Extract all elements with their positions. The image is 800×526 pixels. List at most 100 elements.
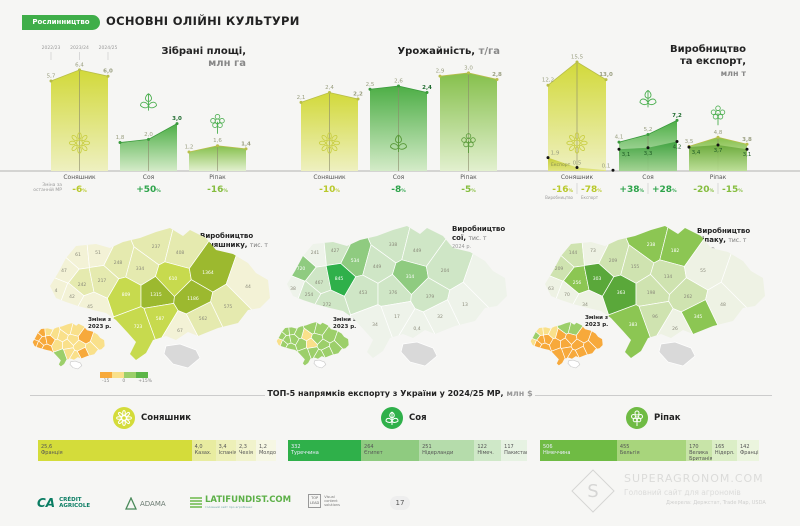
latifundist-flag-icon bbox=[190, 497, 202, 508]
region-value: 209 bbox=[609, 258, 618, 264]
logo-text: CRÉDIT bbox=[59, 497, 82, 503]
export-country: Німеччина bbox=[543, 450, 571, 456]
value-label: 5,2 bbox=[644, 127, 653, 133]
t: Виробництво bbox=[697, 227, 751, 235]
export-value-label: 3,1 bbox=[622, 152, 631, 158]
region-value: 449 bbox=[373, 264, 382, 270]
region-value: 51 bbox=[95, 250, 101, 256]
export-title: ТОП-5 напрямків експорту з України у 202… bbox=[265, 389, 535, 398]
export-change-value: +28% bbox=[652, 185, 677, 195]
export-value: 4,0 bbox=[194, 444, 203, 450]
change-number: -15 bbox=[722, 185, 738, 195]
region-value: 0,4 bbox=[413, 326, 420, 332]
export-value: 251 bbox=[422, 444, 432, 450]
region-value: 379 bbox=[426, 294, 435, 300]
export-country: Туреччина bbox=[291, 450, 319, 456]
region-crimea bbox=[567, 359, 581, 369]
pct-sign: % bbox=[597, 188, 602, 194]
region-crimea bbox=[658, 341, 696, 367]
region-value: 38 bbox=[290, 286, 296, 292]
data-point bbox=[147, 137, 150, 141]
year: 2024 р. bbox=[452, 244, 472, 250]
crop-label: Соняшник bbox=[561, 174, 594, 181]
region-value: 383 bbox=[629, 322, 638, 328]
region-value: 198 bbox=[647, 290, 656, 296]
region-value: 34 bbox=[582, 302, 588, 308]
export-bar: 122 Німеч. bbox=[474, 440, 502, 461]
pct-sign: % bbox=[401, 188, 406, 194]
export-point bbox=[675, 139, 679, 143]
change-region bbox=[276, 339, 289, 366]
bar-rapeseed-tree: 1,2 1,6 1,4 bbox=[185, 114, 251, 171]
export-sunflower-header: Соняшник bbox=[113, 407, 191, 429]
export-point bbox=[575, 165, 579, 169]
export-value: 1,2 bbox=[258, 444, 267, 450]
pct-sign: % bbox=[156, 188, 161, 194]
value-label: 1,6 bbox=[213, 138, 222, 144]
export-bar: 506 Німеччина bbox=[540, 440, 617, 461]
export-country: Молдова bbox=[258, 450, 276, 456]
export-bar: 332 Туреччина bbox=[288, 440, 362, 461]
region-value: 134 bbox=[664, 274, 673, 280]
region-value: 334 bbox=[136, 266, 145, 272]
region-crimea bbox=[163, 343, 201, 369]
data-point bbox=[745, 142, 749, 146]
latifundist-logo: LATIFUNDIST.COM головний сайт про агробіз… bbox=[190, 495, 291, 509]
export-bars-rapeseed: 506 Німеччина 455 Бельгія 170 Велика Британія… bbox=[540, 440, 759, 461]
crop-label: Ріпак bbox=[209, 174, 226, 181]
region-value: 534 bbox=[351, 258, 360, 264]
data-point bbox=[118, 141, 122, 145]
region-value: 182 bbox=[671, 248, 680, 254]
pct-sign: % bbox=[568, 188, 573, 194]
sunflower-icon bbox=[113, 407, 135, 429]
region-value: 47 bbox=[61, 268, 67, 274]
bar-rapeseed-tree: 3,5 4,8 3,8 3,4 3,7 3,1 bbox=[685, 105, 752, 171]
export-value-label: 3,1 bbox=[743, 152, 752, 158]
region-value: 427 bbox=[331, 248, 340, 254]
divider bbox=[535, 395, 772, 396]
map-sunflower-changes-inset bbox=[32, 323, 105, 370]
change-region bbox=[32, 340, 45, 367]
soy-sprout-icon bbox=[390, 134, 407, 152]
region-value: 42 bbox=[69, 294, 75, 300]
unit-text: млн га bbox=[208, 58, 246, 69]
title-text: Виробництво bbox=[670, 44, 746, 55]
data-point bbox=[397, 84, 400, 88]
pct-sign: % bbox=[223, 188, 228, 194]
bar-rapeseed-tree: 2,9 3,0 2,8 bbox=[436, 65, 502, 171]
change-value: -16% bbox=[207, 185, 228, 195]
export-value: 264 bbox=[364, 444, 374, 450]
region-value: 61 bbox=[75, 252, 81, 258]
data-point bbox=[78, 68, 81, 72]
export-rapeseed-header: Ріпак bbox=[626, 407, 681, 429]
value-label: 2,0 bbox=[144, 132, 153, 138]
region-value: 254 bbox=[305, 292, 314, 298]
value-label: 15,5 bbox=[571, 55, 584, 61]
t2: сої, bbox=[452, 233, 467, 242]
change-value: -8% bbox=[391, 185, 406, 195]
export-point bbox=[611, 168, 615, 172]
value-label: 3,5 bbox=[685, 139, 694, 145]
legend-swatch-flat bbox=[112, 372, 124, 378]
export-unit: млн $ bbox=[506, 389, 533, 398]
value-label: 12,2 bbox=[542, 78, 554, 84]
export-value: 117 bbox=[504, 444, 514, 450]
region-value: 314 bbox=[406, 274, 415, 280]
region-value: 209 bbox=[555, 266, 564, 272]
data-point bbox=[216, 144, 219, 148]
value-label: 2,4 bbox=[422, 85, 432, 91]
region-value: 256 bbox=[573, 280, 582, 286]
region-value: 272 bbox=[323, 302, 332, 308]
adama-mark-icon bbox=[125, 497, 137, 510]
region-value: 449 bbox=[413, 248, 422, 254]
toplead-logo: TOP LEAD Visual content solutions bbox=[308, 494, 344, 508]
region-value: 55 bbox=[700, 268, 706, 274]
value-label: 3,0 bbox=[464, 65, 473, 71]
export-point bbox=[546, 156, 550, 160]
data-point bbox=[175, 122, 179, 126]
data-point bbox=[106, 74, 110, 78]
data-point bbox=[49, 79, 53, 83]
value-label: 2,2 bbox=[353, 92, 363, 98]
crop-name: Ріпак bbox=[654, 413, 681, 423]
change-value: -5% bbox=[461, 185, 476, 195]
